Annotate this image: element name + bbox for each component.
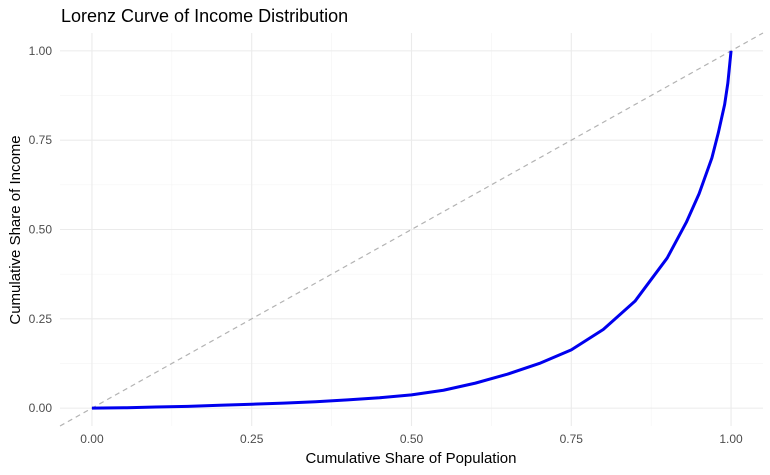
x-tick-label: 0.00 bbox=[80, 432, 104, 446]
y-tick-label: 1.00 bbox=[29, 44, 53, 58]
y-tick-label: 0.50 bbox=[29, 223, 53, 237]
x-tick-label: 0.25 bbox=[240, 432, 264, 446]
y-tick-label: 0.75 bbox=[29, 133, 53, 147]
y-tick-label: 0.25 bbox=[29, 312, 53, 326]
x-tick-label: 0.50 bbox=[400, 432, 424, 446]
tick-labels: 0.00 0.25 0.50 0.75 1.00 0.00 0.25 0.50 0.75 1.00 bbox=[29, 44, 743, 446]
lorenz-curve-line bbox=[91, 50, 733, 410]
y-tick-label: 0.00 bbox=[29, 401, 53, 415]
grid bbox=[60, 33, 763, 426]
x-tick-label: 1.00 bbox=[719, 432, 743, 446]
x-axis-label: Cumulative Share of Population bbox=[306, 450, 517, 467]
series-layer bbox=[59, 32, 764, 427]
y-axis-label: Cumulative Share of Income bbox=[7, 135, 24, 324]
chart-title: Lorenz Curve of Income Distribution bbox=[61, 6, 348, 26]
x-tick-label: 0.75 bbox=[560, 432, 584, 446]
